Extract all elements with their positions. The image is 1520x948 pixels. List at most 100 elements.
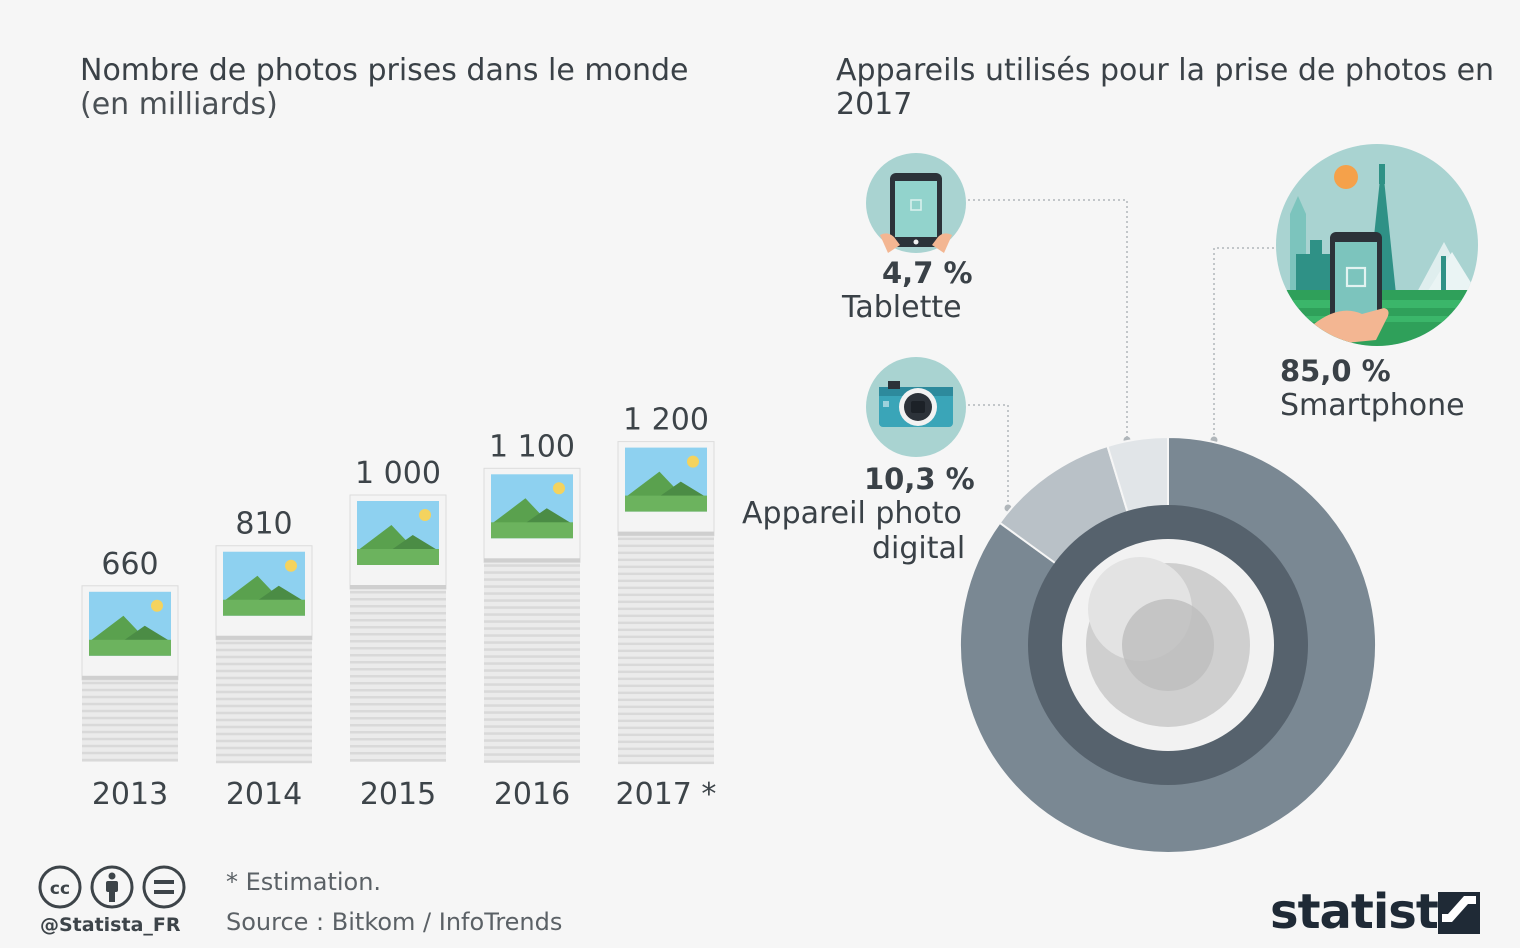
- bar-value-label: 660: [101, 547, 158, 582]
- bar-stripe: [484, 641, 580, 644]
- camera-name-line1: Appareil photo: [742, 496, 962, 531]
- statista-handle: @Statista_FR: [40, 914, 181, 936]
- bar-stripe: [82, 681, 178, 685]
- bar-stripe: [216, 690, 312, 694]
- category-label: 2014: [226, 777, 302, 812]
- bar-stripe: [350, 633, 446, 636]
- photo-card-edge: [350, 585, 446, 589]
- bar-stripe: [484, 648, 580, 651]
- bar-stripe: [484, 732, 580, 735]
- bar-stripe: [82, 723, 178, 727]
- bar-stripe: [618, 684, 714, 688]
- bar-stripe: [82, 758, 178, 762]
- bar-stripe: [484, 627, 580, 630]
- bar-value-label: 810: [235, 507, 292, 542]
- bar-stripe: [216, 746, 312, 750]
- bar-stripe: [484, 753, 580, 756]
- footnote: * Estimation.: [226, 868, 382, 896]
- license-icons: cc: [38, 865, 186, 909]
- bar-stripe: [618, 544, 714, 548]
- bar-stripe: [350, 689, 446, 692]
- photo-mountain-2: [657, 481, 707, 498]
- bar-stripe: [484, 669, 580, 672]
- photo-grass: [357, 549, 439, 565]
- photo-grass: [625, 495, 707, 512]
- bar-stripe: [216, 725, 312, 729]
- bar-stripe: [484, 697, 580, 700]
- creative-commons-icon: cc: [38, 865, 82, 909]
- category-label: 2015: [360, 777, 436, 812]
- tablet-name: Tablette: [842, 290, 962, 325]
- photo-grass: [223, 599, 305, 616]
- bar-stripe: [484, 718, 580, 721]
- bar-stripe: [350, 640, 446, 643]
- bar-stripe: [82, 702, 178, 706]
- bar-stripe: [350, 724, 446, 727]
- phone-leader: [1213, 247, 1274, 440]
- landscape-photo-icon: [89, 591, 171, 656]
- camera-name-line2: digital: [872, 531, 966, 566]
- photo-sun: [553, 482, 565, 495]
- photo-card-edge: [484, 558, 580, 563]
- bar-stripe: [484, 613, 580, 616]
- bar-stripe: [350, 612, 446, 615]
- landscape-photo-icon: [223, 551, 305, 616]
- bar-stripe: [618, 621, 714, 625]
- source-note: Source : Bitkom / InfoTrends: [226, 908, 563, 936]
- bar-2014: [215, 545, 313, 764]
- bar-stripe: [216, 669, 312, 673]
- photo-sun: [687, 455, 699, 468]
- bar-stripe: [350, 647, 446, 650]
- bar-stripe: [618, 579, 714, 583]
- bar-stripe: [618, 719, 714, 723]
- category-label: 2016: [494, 777, 570, 812]
- bar-stripe: [618, 600, 714, 604]
- photo-sun: [419, 509, 431, 521]
- bar-stripe: [484, 760, 580, 763]
- bar-stripe: [350, 710, 446, 713]
- category-label: 2017 *: [616, 777, 717, 812]
- photo-mountain-2: [255, 585, 305, 602]
- bar-stripe: [350, 731, 446, 734]
- smartphone-city-icon: [1276, 144, 1478, 346]
- left-chart-subtitle: (en milliards): [80, 87, 278, 122]
- right-chart-title: Appareils utilisés pour la prise de phot…: [836, 53, 1495, 122]
- bar-stripe: [484, 746, 580, 749]
- bar-stripe: [350, 619, 446, 622]
- svg-text:cc: cc: [50, 879, 70, 899]
- bar-2015: [349, 494, 447, 762]
- bar-stripe: [216, 697, 312, 701]
- bar-stripe: [216, 662, 312, 666]
- bar-stripe: [350, 682, 446, 685]
- bar-stripe: [350, 598, 446, 601]
- bar-stripe: [216, 718, 312, 722]
- bar-stripe: [618, 628, 714, 632]
- bar-stripe: [82, 737, 178, 741]
- photo-card-edge: [216, 635, 312, 640]
- bar-stripe: [350, 605, 446, 608]
- bar-stripe: [484, 599, 580, 602]
- bar-stripe: [618, 649, 714, 653]
- lens-core: [1122, 599, 1214, 691]
- bar-stripe: [484, 704, 580, 707]
- smartphone-name: Smartphone: [1280, 388, 1465, 423]
- bar-stripe: [82, 688, 178, 692]
- bar-stripe: [350, 675, 446, 678]
- bar-stripe: [484, 725, 580, 728]
- bar-stripe: [350, 668, 446, 671]
- bar-stripe: [350, 661, 446, 664]
- bar-value-label: 1 100: [489, 429, 575, 464]
- no-derivatives-icon: [142, 865, 186, 909]
- bar-stripe: [618, 740, 714, 744]
- photo-card-edge: [618, 531, 714, 536]
- photo-sun: [151, 599, 163, 612]
- bar-stripe: [82, 695, 178, 699]
- bar-stripe: [82, 716, 178, 720]
- bar-stripe: [216, 676, 312, 680]
- bar-stripe: [216, 739, 312, 743]
- bar-stripe: [350, 759, 446, 762]
- bar-stripe: [82, 744, 178, 748]
- bar-stripe: [618, 551, 714, 555]
- bar-stripe: [484, 606, 580, 609]
- statista-logo-text: statista: [1270, 884, 1470, 940]
